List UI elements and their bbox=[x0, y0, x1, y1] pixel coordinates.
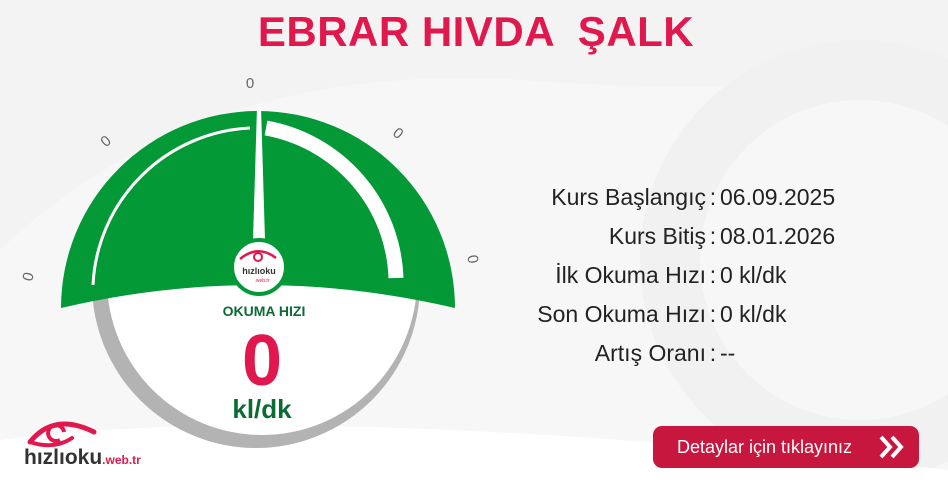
info-row-start: Kurs Başlangıç:06.09.2025 bbox=[470, 178, 890, 217]
brand-logo: hızlıoku.web.tr bbox=[24, 446, 141, 469]
tick-label: 0 bbox=[246, 75, 254, 92]
info-value: 0 kl/dk bbox=[720, 262, 787, 288]
info-row-last-speed: Son Okuma Hızı:0 kl/dk bbox=[470, 295, 890, 334]
page-title: EBRAR HIVDA ŞALK bbox=[257, 8, 695, 55]
info-label: Kurs Başlangıç bbox=[551, 184, 706, 210]
course-info: Kurs Başlangıç:06.09.2025 Kurs Bitiş:08.… bbox=[470, 178, 890, 373]
info-value: 0 kl/dk bbox=[720, 301, 787, 327]
tick-label: 0 bbox=[389, 124, 406, 142]
info-row-increase: Artış Oranı: -- bbox=[470, 334, 890, 373]
reading-speed-gauge: hızlıoku .web.tr 0 0 0 0 0 OKUMA HIZI 0 … bbox=[19, 75, 482, 448]
info-label: Artış Oranı bbox=[594, 340, 706, 366]
details-button-label: Detaylar için tıklayınız bbox=[677, 436, 853, 457]
info-row-end: Kurs Bitiş:08.01.2026 bbox=[470, 217, 890, 256]
info-label: İlk Okuma Hızı bbox=[555, 262, 706, 288]
tick-label: 0 bbox=[19, 271, 38, 283]
double-chevron-right-icon bbox=[879, 435, 904, 459]
hub-logo-sub: .web.tr bbox=[254, 278, 269, 284]
hub-eye-icon bbox=[239, 250, 277, 260]
info-value: 06.09.2025 bbox=[720, 184, 836, 210]
tick-label: 0 bbox=[463, 254, 481, 265]
info-row-first-speed: İlk Okuma Hızı:0 kl/dk bbox=[470, 256, 890, 295]
info-value: -- bbox=[720, 340, 736, 366]
brand-eye-icon bbox=[27, 421, 97, 448]
info-label: Son Okuma Hızı bbox=[537, 301, 706, 327]
gauge-progress-track bbox=[264, 120, 404, 279]
gauge-value: 0 bbox=[242, 321, 282, 401]
tick-label: 0 bbox=[97, 132, 114, 150]
gauge-hub bbox=[230, 238, 288, 296]
gauge-unit: kl/dk bbox=[232, 394, 292, 424]
gauge-inner-line bbox=[91, 126, 251, 286]
gauge-needle bbox=[253, 107, 265, 240]
gauge-title: OKUMA HIZI bbox=[223, 303, 306, 319]
info-label: Kurs Bitiş bbox=[608, 223, 706, 249]
hub-logo-text: hızlıoku bbox=[242, 266, 276, 276]
details-button[interactable]: Detaylar için tıklayınız bbox=[653, 426, 919, 468]
info-value: 08.01.2026 bbox=[720, 223, 836, 249]
